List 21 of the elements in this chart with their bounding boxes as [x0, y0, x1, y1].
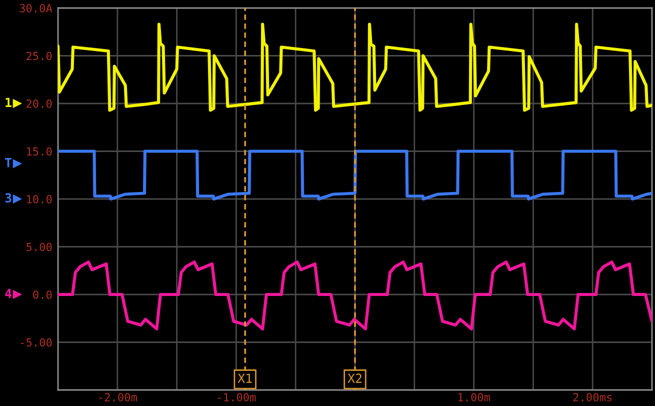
- text: T: [5, 158, 12, 168]
- y-tick-label: 0.0: [33, 290, 52, 299]
- y-tick-label: 5.00: [26, 242, 52, 252]
- text: 4: [5, 288, 12, 298]
- y-tick-label: 30.0A: [20, 4, 52, 12]
- line-series: [58, 22, 652, 112]
- x-tick-label: -1.00m: [218, 393, 256, 402]
- y-tick-label: -5.00: [20, 338, 52, 347]
- y-tick-label: 10.0: [27, 195, 52, 204]
- text: 1: [6, 98, 12, 107]
- ref-line-label: X2: [348, 374, 362, 383]
- y-tick-label: 25.0: [26, 52, 52, 60]
- text: 3: [5, 193, 12, 203]
- y-tick-label: 20.0: [26, 100, 52, 108]
- x-tick-label: -2.00m: [99, 393, 137, 402]
- line-series: [58, 150, 652, 201]
- ref-line-label: X1: [238, 374, 252, 383]
- line-series: [58, 260, 652, 330]
- y-tick-label: 15.0: [27, 147, 52, 156]
- x-tick-label: 1.00m: [458, 393, 490, 402]
- x-tick-label: 2.00ms: [573, 393, 612, 402]
